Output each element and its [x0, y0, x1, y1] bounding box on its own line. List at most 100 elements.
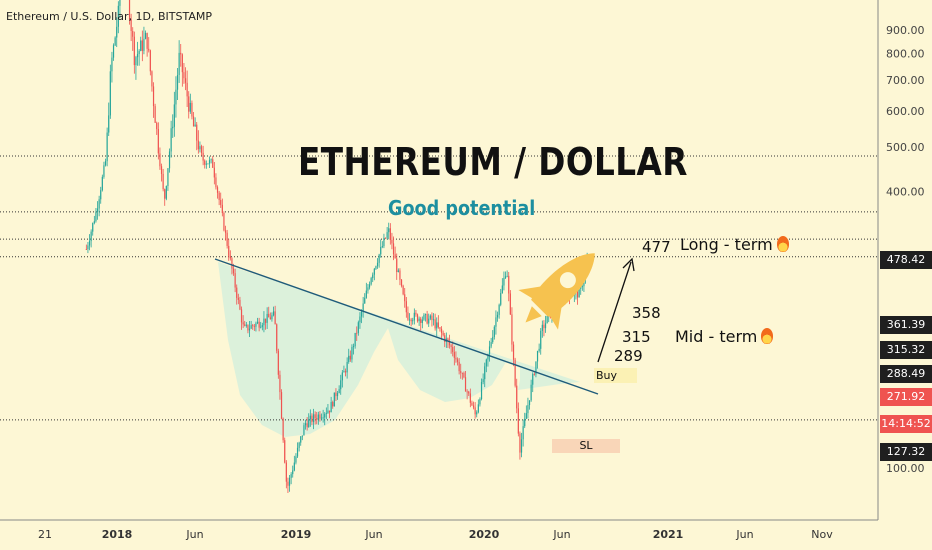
candle-body [352, 346, 355, 347]
candle-body [504, 276, 507, 278]
candle-body [517, 408, 519, 434]
candle-body [189, 102, 191, 112]
candle-body [484, 366, 486, 380]
candle-body [376, 262, 379, 267]
candle-body [511, 314, 513, 345]
candle-body [176, 74, 179, 90]
candle-body [312, 414, 315, 423]
candle-body [184, 78, 187, 83]
price-tag: 478.42 [880, 251, 932, 269]
candle-body [415, 312, 417, 315]
candle-body [380, 246, 382, 255]
candle-body [461, 372, 463, 374]
candle-body [508, 275, 510, 294]
candle-body [168, 151, 171, 169]
candle-body [330, 402, 332, 413]
candle-body [165, 186, 167, 199]
candle-body [440, 328, 443, 333]
flame-icon [776, 236, 789, 252]
candle-body [423, 314, 425, 320]
candle-body [444, 335, 446, 342]
price-tag: 14:14:52 [880, 415, 932, 433]
candle-body [325, 413, 327, 415]
candle-body [424, 314, 427, 315]
candle-body [239, 299, 241, 310]
candle-body [367, 287, 369, 291]
candle-body [320, 417, 323, 419]
candle-body [535, 361, 537, 375]
candle-body [372, 274, 374, 279]
candle-body [581, 286, 583, 288]
candle-body [328, 410, 331, 413]
candle-body [252, 325, 254, 326]
candle-body [260, 326, 262, 328]
long-term-label: Long - term [680, 235, 789, 254]
candle-body [525, 413, 527, 419]
candle-body [240, 309, 243, 323]
candle-body [274, 311, 276, 325]
candle-body [199, 146, 201, 150]
candle-body [362, 303, 364, 312]
price-tag: 288.49 [880, 365, 932, 383]
candle-body [149, 50, 151, 72]
candle-body [327, 410, 329, 414]
candle-body [471, 402, 473, 406]
candle-body [501, 285, 503, 294]
candle-body [332, 402, 334, 407]
candle-body [95, 211, 97, 222]
candle-body [472, 405, 475, 408]
candle-body [306, 423, 308, 428]
candle-body [108, 115, 110, 133]
chart-title: ETHEREUM / DOLLAR [298, 140, 688, 184]
candle-body [269, 317, 271, 320]
candle-body [157, 129, 159, 154]
candle-body [519, 433, 521, 453]
candle-body [132, 30, 134, 37]
candle-body [130, 19, 132, 31]
candle-body [503, 277, 505, 286]
candle-body [253, 325, 255, 327]
candle-body [375, 266, 377, 269]
candle-body [210, 159, 212, 161]
candle-body [480, 382, 483, 400]
candle-body [373, 268, 375, 275]
time-axis-tick-label: 2019 [281, 528, 312, 541]
mid-term-label: Mid - term [675, 327, 774, 346]
candle-body [476, 412, 478, 415]
candle-body [498, 304, 500, 315]
candle-body [208, 160, 211, 164]
candle-body [245, 324, 247, 326]
candle-body [408, 319, 411, 321]
candle-body [429, 315, 431, 319]
candle-body [447, 338, 449, 342]
candle-body [341, 372, 343, 381]
target-315: 315 [622, 328, 651, 346]
buy-zone-label: Buy [594, 368, 638, 383]
candle-body [536, 350, 539, 362]
candle-body [220, 200, 222, 205]
candle-body [316, 418, 318, 420]
candle-body [388, 228, 390, 233]
candle-body [386, 232, 388, 238]
candle-body [383, 237, 385, 247]
projection-arrow [597, 261, 632, 363]
candle-body [231, 258, 233, 269]
candle-body [348, 355, 350, 362]
candle-body [181, 54, 183, 73]
candle-body [103, 165, 105, 177]
candle-body [293, 462, 295, 471]
candle-body [92, 223, 94, 232]
candle-body [159, 153, 161, 167]
candle-body [100, 190, 102, 200]
candle-body [204, 160, 206, 165]
candle-body [205, 163, 207, 165]
candle-body [428, 318, 430, 324]
candle-body [394, 254, 396, 259]
candle-body [311, 415, 313, 423]
candle-body [258, 321, 260, 328]
candle-body [111, 57, 113, 72]
candle-body [104, 161, 107, 166]
candle-body [261, 325, 263, 327]
candle-body [397, 270, 399, 272]
